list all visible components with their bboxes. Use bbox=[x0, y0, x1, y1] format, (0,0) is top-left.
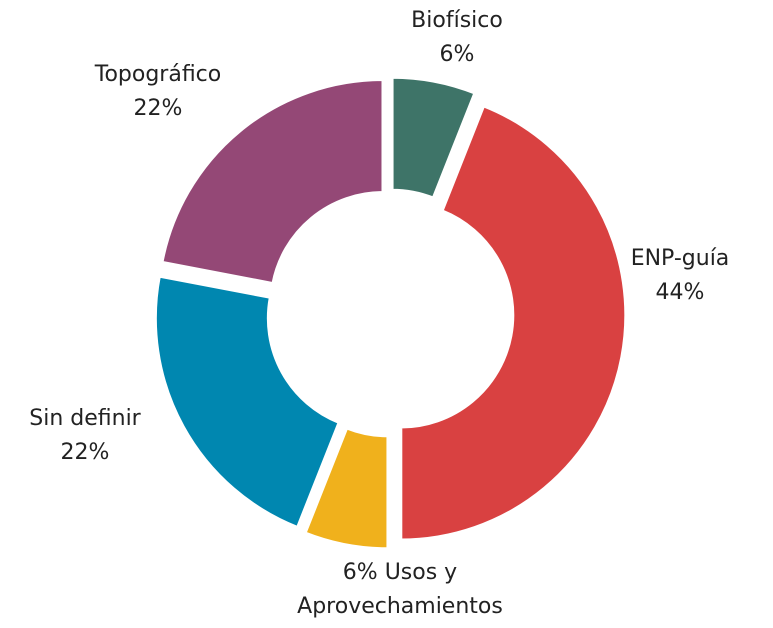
donut-slice bbox=[160, 78, 385, 286]
slice-label: Topográfico 22% bbox=[58, 58, 258, 126]
value-label: 6% bbox=[342, 560, 378, 585]
slice-label: Biofísico 6% bbox=[357, 4, 557, 72]
category-label: Biofísico bbox=[411, 8, 503, 33]
slice-label: ENP-guía 44% bbox=[580, 242, 773, 310]
donut-slice bbox=[153, 274, 342, 530]
category-label: ENP-guía bbox=[630, 246, 730, 271]
category-label: Topográfico bbox=[94, 62, 222, 87]
donut-slice bbox=[390, 75, 477, 201]
value-label: 44% bbox=[655, 280, 705, 305]
donut-slice bbox=[303, 425, 390, 551]
slice-label: Sin definir 22% bbox=[0, 402, 185, 470]
category-label: Usos y Aprovechamientos bbox=[297, 560, 503, 619]
value-label: 6% bbox=[439, 42, 475, 67]
value-label: 22% bbox=[60, 440, 110, 465]
slice-label: 6% Usos y Aprovechamientos bbox=[270, 556, 530, 624]
category-label: Sin definir bbox=[29, 406, 141, 431]
donut-slice bbox=[399, 103, 628, 542]
value-label: 22% bbox=[133, 96, 183, 121]
